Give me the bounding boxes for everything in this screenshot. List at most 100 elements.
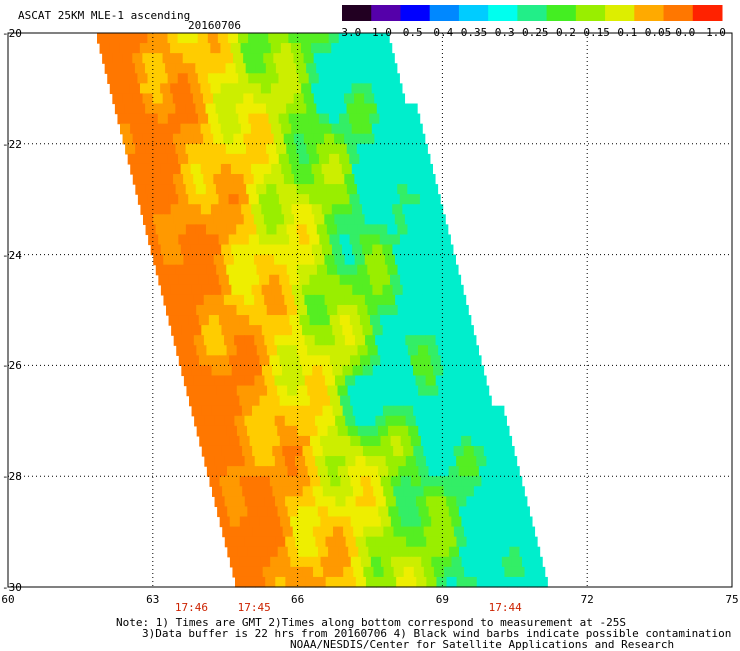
swath-cell <box>127 73 139 84</box>
swath-cell <box>224 456 236 467</box>
swath-cell <box>352 405 364 417</box>
swath-cell <box>395 456 407 467</box>
swath-cell <box>405 294 416 306</box>
swath-cell <box>476 456 487 467</box>
swath-cell <box>386 103 398 115</box>
swath-cell <box>521 516 533 528</box>
swath-cell <box>282 445 294 457</box>
swath-cell <box>324 335 336 346</box>
swath-cell <box>306 103 317 115</box>
swath-cell <box>503 445 515 457</box>
swath-cell <box>265 536 276 548</box>
swath-cell <box>417 264 429 276</box>
swath-cell <box>311 163 323 175</box>
swath-cell <box>251 163 262 175</box>
swath-cell <box>241 244 252 256</box>
swath-cell <box>270 556 281 568</box>
swath-cell <box>329 153 340 165</box>
swath-cell <box>348 546 359 558</box>
swath-cell <box>265 103 277 115</box>
swath-cell <box>205 103 217 115</box>
swath-cell <box>410 274 421 286</box>
swath-cell <box>197 33 209 44</box>
swath-cell <box>244 294 255 306</box>
swath-cell <box>384 133 396 145</box>
swath-cell <box>433 526 445 538</box>
swath-cell <box>201 445 213 457</box>
swath-cell <box>330 556 342 568</box>
swath-cell <box>302 445 314 457</box>
swath-cell <box>227 33 239 44</box>
swath-cell <box>372 244 383 256</box>
swath-cell <box>461 516 473 528</box>
swath-cell <box>400 315 411 326</box>
swath-cell <box>273 93 285 105</box>
swath-cell <box>415 415 427 427</box>
swath-cell <box>388 425 399 437</box>
swath-cell <box>386 576 397 588</box>
swath-cell <box>205 143 217 155</box>
swath-cell <box>232 486 243 497</box>
swath-cell <box>308 33 320 44</box>
swath-cell <box>244 496 256 508</box>
swath-cell <box>152 133 164 145</box>
swath-cell <box>258 113 270 125</box>
swath-cell <box>351 43 363 54</box>
swath-cell <box>473 445 485 457</box>
swath-cell <box>461 556 473 568</box>
swath-cell <box>379 113 391 125</box>
swath-cell <box>412 163 423 175</box>
swath-cell <box>435 375 447 387</box>
swath-cell <box>219 395 230 407</box>
swath-cell <box>287 345 298 356</box>
swath-cell <box>425 214 436 225</box>
swath-cell <box>349 315 361 326</box>
colorbar-label: 0.0 <box>675 26 696 39</box>
swath-cell <box>109 43 121 54</box>
swath-cell <box>288 194 300 205</box>
swath-cell <box>178 153 189 165</box>
swath-cell <box>365 335 376 346</box>
swath-cell <box>409 113 421 125</box>
swath-cell <box>305 536 317 548</box>
swath-cell <box>234 536 246 548</box>
swath-cell <box>311 244 323 256</box>
swath-cell <box>183 254 195 266</box>
swath-cell <box>293 174 305 185</box>
swath-cell <box>353 526 364 538</box>
swath-cell <box>249 355 260 366</box>
swath-cell <box>219 516 231 528</box>
swath-cell <box>193 294 205 306</box>
swath-cell <box>221 325 233 336</box>
swath-cell <box>463 405 475 417</box>
swath-cell <box>398 425 409 437</box>
swath-cell <box>351 123 363 135</box>
swath-cell <box>140 204 152 215</box>
swath-cell <box>250 123 262 135</box>
swath-cell <box>208 315 220 326</box>
swath-cell <box>448 425 460 437</box>
swath-cell <box>207 33 219 44</box>
swath-cell <box>317 304 328 316</box>
swath-cell <box>369 153 381 165</box>
swath-cell <box>355 576 367 588</box>
swath-cell <box>410 315 421 326</box>
swath-cell <box>469 546 480 558</box>
swath-cell <box>235 103 247 115</box>
colorbar-label: -0.25 <box>515 26 549 39</box>
swath-cell <box>160 83 171 95</box>
swath-cell <box>217 33 229 44</box>
swath-cell <box>258 153 270 165</box>
swath-cell <box>355 375 366 387</box>
swath-cell <box>395 335 406 346</box>
swath-cell <box>271 123 282 135</box>
swath-cell <box>178 355 190 366</box>
swath-cell <box>239 556 251 568</box>
swath-cell <box>165 264 177 276</box>
swath-cell <box>277 425 288 437</box>
swath-cell <box>300 556 312 568</box>
swath-cell <box>248 153 260 165</box>
swath-cell <box>221 284 232 296</box>
swath-cell <box>448 345 459 356</box>
swath-cell <box>379 274 391 286</box>
